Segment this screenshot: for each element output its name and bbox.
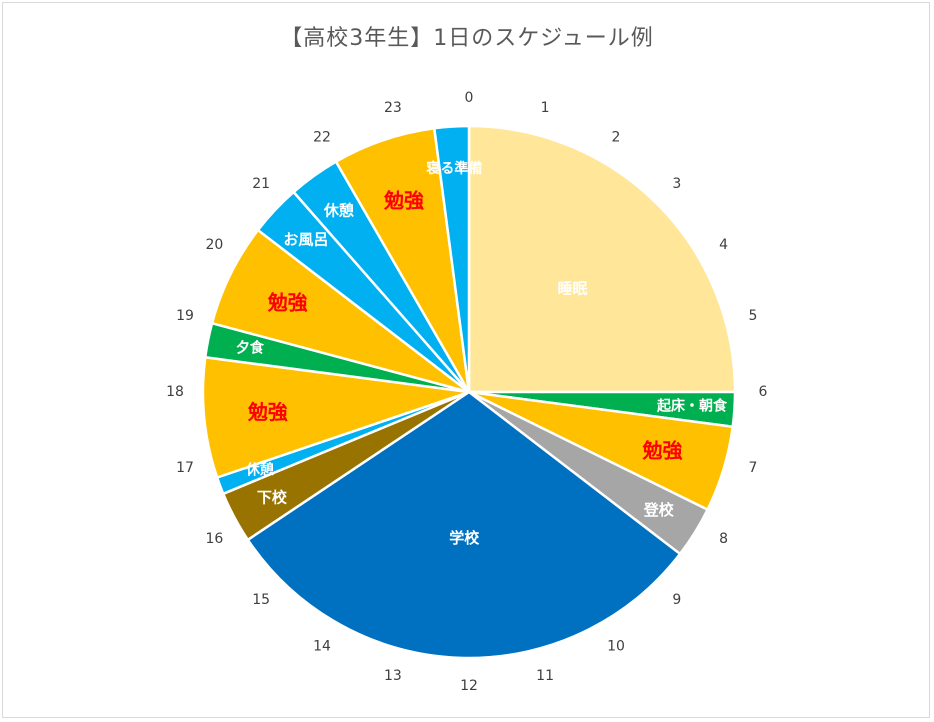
hour-label-19: 19 [176, 308, 194, 324]
slice-label-7: 勉強 [247, 400, 288, 424]
hour-label-22: 22 [313, 129, 331, 145]
hour-label-4: 4 [719, 237, 728, 253]
hour-label-18: 18 [166, 384, 184, 400]
slice-label-5: 下校 [257, 488, 288, 506]
hour-label-12: 12 [460, 678, 478, 694]
pie-slice-13 [433, 124, 471, 394]
slice-label-6: 休憩 [245, 462, 274, 479]
pie-slice-0 [467, 124, 737, 394]
slice-label-12: 勉強 [383, 189, 424, 213]
slice-label-0: 睡眠 [557, 280, 587, 298]
hour-label-17: 17 [176, 460, 194, 476]
slice-label-1: 起床・朝食 [656, 398, 728, 415]
hour-label-20: 20 [205, 237, 223, 253]
hour-label-21: 21 [252, 176, 270, 192]
hour-label-7: 7 [749, 460, 758, 476]
chart-title: 【高校3年生】1日のスケジュール例 [280, 26, 654, 51]
hour-label-5: 5 [749, 308, 758, 324]
hour-label-11: 11 [536, 668, 554, 684]
hour-label-8: 8 [719, 531, 728, 547]
slice-label-2: 勉強 [641, 439, 682, 463]
hour-label-23: 23 [384, 100, 402, 116]
hour-label-10: 10 [607, 639, 625, 655]
slice-label-11: 休憩 [323, 201, 354, 219]
slice-label-9: 勉強 [267, 291, 308, 315]
hour-label-14: 14 [313, 639, 331, 655]
slice-label-8: 夕食 [236, 339, 265, 356]
slice-label-10: お風呂 [283, 230, 328, 248]
hour-label-9: 9 [672, 592, 681, 608]
pie-slice-7 [201, 356, 471, 479]
hour-label-16: 16 [205, 531, 223, 547]
slice-label-3: 登校 [643, 501, 675, 519]
hour-label-0: 0 [465, 90, 474, 106]
hour-label-6: 6 [759, 384, 768, 400]
slice-label-13: 寝る準備 [426, 160, 482, 177]
hour-label-2: 2 [612, 129, 621, 145]
hour-label-13: 13 [384, 668, 402, 684]
slice-label-4: 学校 [449, 529, 480, 547]
hour-label-15: 15 [252, 592, 270, 608]
hour-label-3: 3 [672, 176, 681, 192]
hour-label-1: 1 [541, 100, 550, 116]
pie-slice-4 [246, 390, 682, 660]
